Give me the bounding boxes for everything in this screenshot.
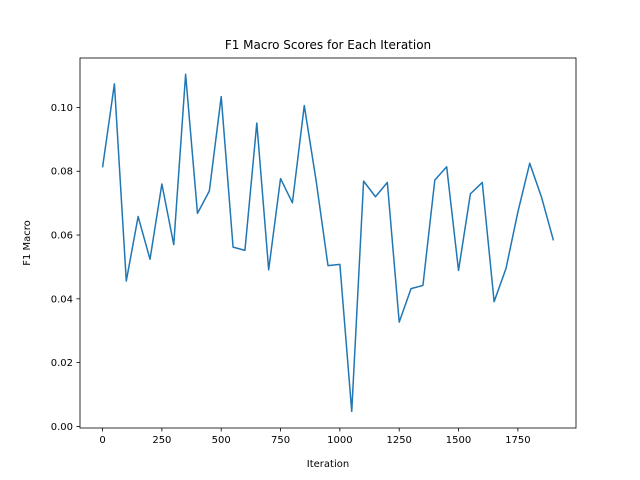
x-tick-label: 0 [99,435,105,446]
y-axis-ticks: 0.00 0.02 0.04 0.06 0.08 0.10 [51,103,80,433]
y-tick-label: 0.00 [51,422,73,433]
axes-frame [79,57,577,429]
x-tick-label: 1000 [327,435,352,446]
x-axis-label: Iteration [307,459,349,470]
x-tick-label: 1750 [505,435,530,446]
y-tick-label: 0.04 [51,294,73,305]
y-tick-label: 0.08 [51,167,73,178]
x-tick-label: 1500 [446,435,471,446]
y-tick-label: 0.02 [51,358,73,369]
y-axis-label: F1 Macro [22,220,33,266]
x-tick-label: 750 [271,435,290,446]
y-tick-label: 0.10 [51,103,73,114]
plot-area [101,73,555,413]
y-tick-label: 0.06 [51,231,73,242]
x-tick-label: 1250 [386,435,411,446]
series-line [101,73,555,413]
chart-title: F1 Macro Scores for Each Iteration [225,38,431,52]
x-axis-ticks: 0 250 500 750 1000 1250 1500 1750 [99,428,531,446]
x-tick-label: 250 [152,435,171,446]
x-tick-label: 500 [212,435,231,446]
